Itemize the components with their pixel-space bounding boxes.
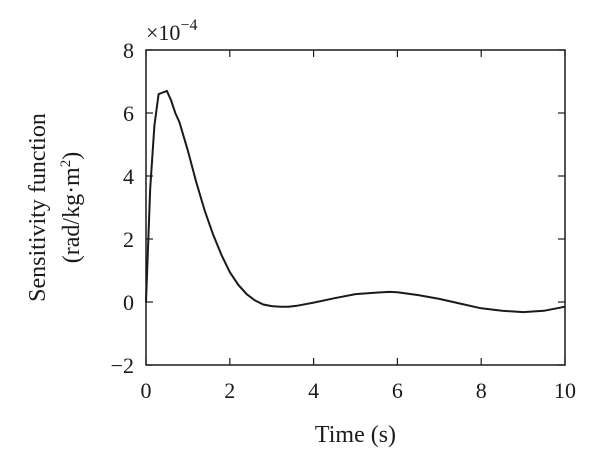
y-tick-label: 2 xyxy=(123,227,134,252)
y-unit-sup: 2 xyxy=(58,160,74,168)
y-tick-label: 4 xyxy=(123,164,134,189)
x-tick-label: 4 xyxy=(308,378,319,403)
y-axis-exponent: ×10−4 xyxy=(146,17,197,45)
y-exponent-base: ×10 xyxy=(146,20,180,45)
y-axis-label-line1: Sensitivity function xyxy=(25,113,51,302)
x-tick-label: 2 xyxy=(224,378,235,403)
x-tick-label: 10 xyxy=(554,378,576,403)
y-axis-label: Sensitivity function (rad/kg·m2) xyxy=(25,113,85,302)
plot-frame xyxy=(145,49,566,366)
x-axis-label: Time (s) xyxy=(315,422,396,448)
y-tick-label: 0 xyxy=(123,290,134,315)
axis-ticks: 0 2 4 6 8 10 −2 0 2 4 6 8 xyxy=(111,38,576,403)
y-axis-label-line2: (rad/kg·m2) xyxy=(58,152,85,263)
y-unit-close: ) xyxy=(59,152,85,160)
x-tick-label: 8 xyxy=(476,378,487,403)
y-tick-label: 8 xyxy=(123,38,134,63)
x-tick-label: 6 xyxy=(392,378,403,403)
y-exponent-power: −4 xyxy=(180,17,197,34)
x-tick-label: 0 xyxy=(141,378,152,403)
y-unit-main: (rad/kg·m xyxy=(59,167,85,263)
y-tick-label: −2 xyxy=(111,353,134,378)
y-tick-label: 6 xyxy=(123,101,134,126)
series-line xyxy=(145,89,566,314)
